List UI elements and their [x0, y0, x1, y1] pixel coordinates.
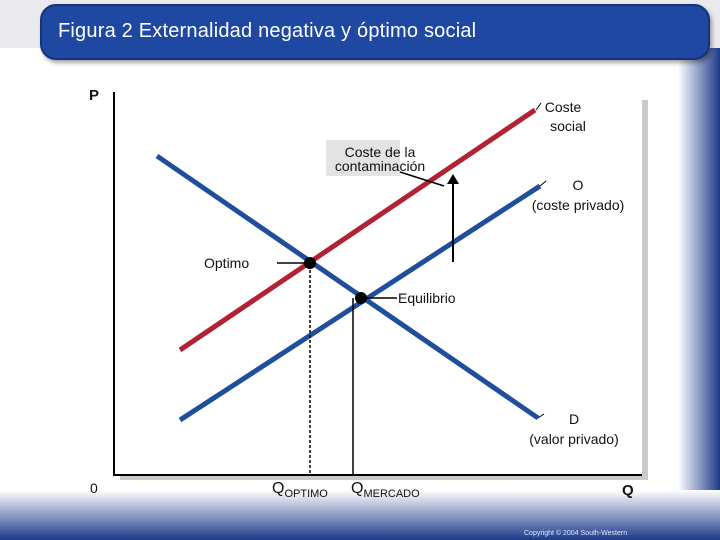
pollution-label-box — [326, 140, 400, 176]
origin-label: 0 — [90, 480, 98, 496]
pollution-cost-label-line1: Coste de la — [344, 144, 416, 160]
slide-title: Figura 2 Externalidad negativa y óptimo … — [58, 20, 477, 42]
pollution-label-pointer — [399, 171, 445, 187]
demand-label-pointer — [537, 413, 545, 419]
demand-curve — [155, 153, 540, 421]
optimum-label: Optimo — [204, 255, 250, 271]
social-cost-label-line2: social — [550, 118, 586, 134]
q-market-label: QMERCADO — [351, 480, 420, 500]
q-optimum-sub: OPTIMO — [284, 488, 328, 501]
q-market-main: Q — [351, 480, 364, 497]
equilibrium-label: Equilibrio — [398, 290, 456, 306]
title-bar: Figura 2 Externalidad negativa y óptimo … — [40, 4, 710, 60]
bottom-gradient-bar — [0, 490, 720, 540]
social-cost-label-pointer — [535, 102, 542, 111]
copyright-text: Copyright © 2004 South-Western — [524, 530, 628, 537]
optimum-point — [304, 257, 316, 269]
social-cost-label: Coste social — [530, 98, 596, 136]
q-optimum-main: Q — [272, 480, 285, 497]
y-axis-label: P — [89, 87, 100, 104]
equilibrium-point — [355, 292, 367, 304]
supply-label-pointer — [539, 180, 547, 187]
demand-label-line2: (valor privado) — [529, 431, 619, 447]
demand-label-line1: D — [568, 411, 580, 427]
x-axis-label: Q — [622, 482, 634, 499]
pollution-cost-label: Coste de la contaminación — [324, 145, 436, 173]
social-cost-curve — [178, 107, 537, 353]
supply-label: O (coste privado) — [516, 175, 640, 215]
supply-label-line1: O — [572, 177, 584, 193]
right-gradient-bar — [678, 48, 720, 540]
q-market-sub: MERCADO — [363, 488, 420, 501]
demand-label: D (valor privado) — [516, 409, 632, 449]
q-optimum-label: QOPTIMO — [272, 480, 328, 500]
social-cost-label-line1: Coste — [544, 99, 582, 115]
pollution-cost-arrowhead — [447, 174, 459, 184]
supply-label-line2: (coste privado) — [531, 197, 625, 213]
pollution-cost-label-line2: contaminación — [334, 158, 426, 174]
